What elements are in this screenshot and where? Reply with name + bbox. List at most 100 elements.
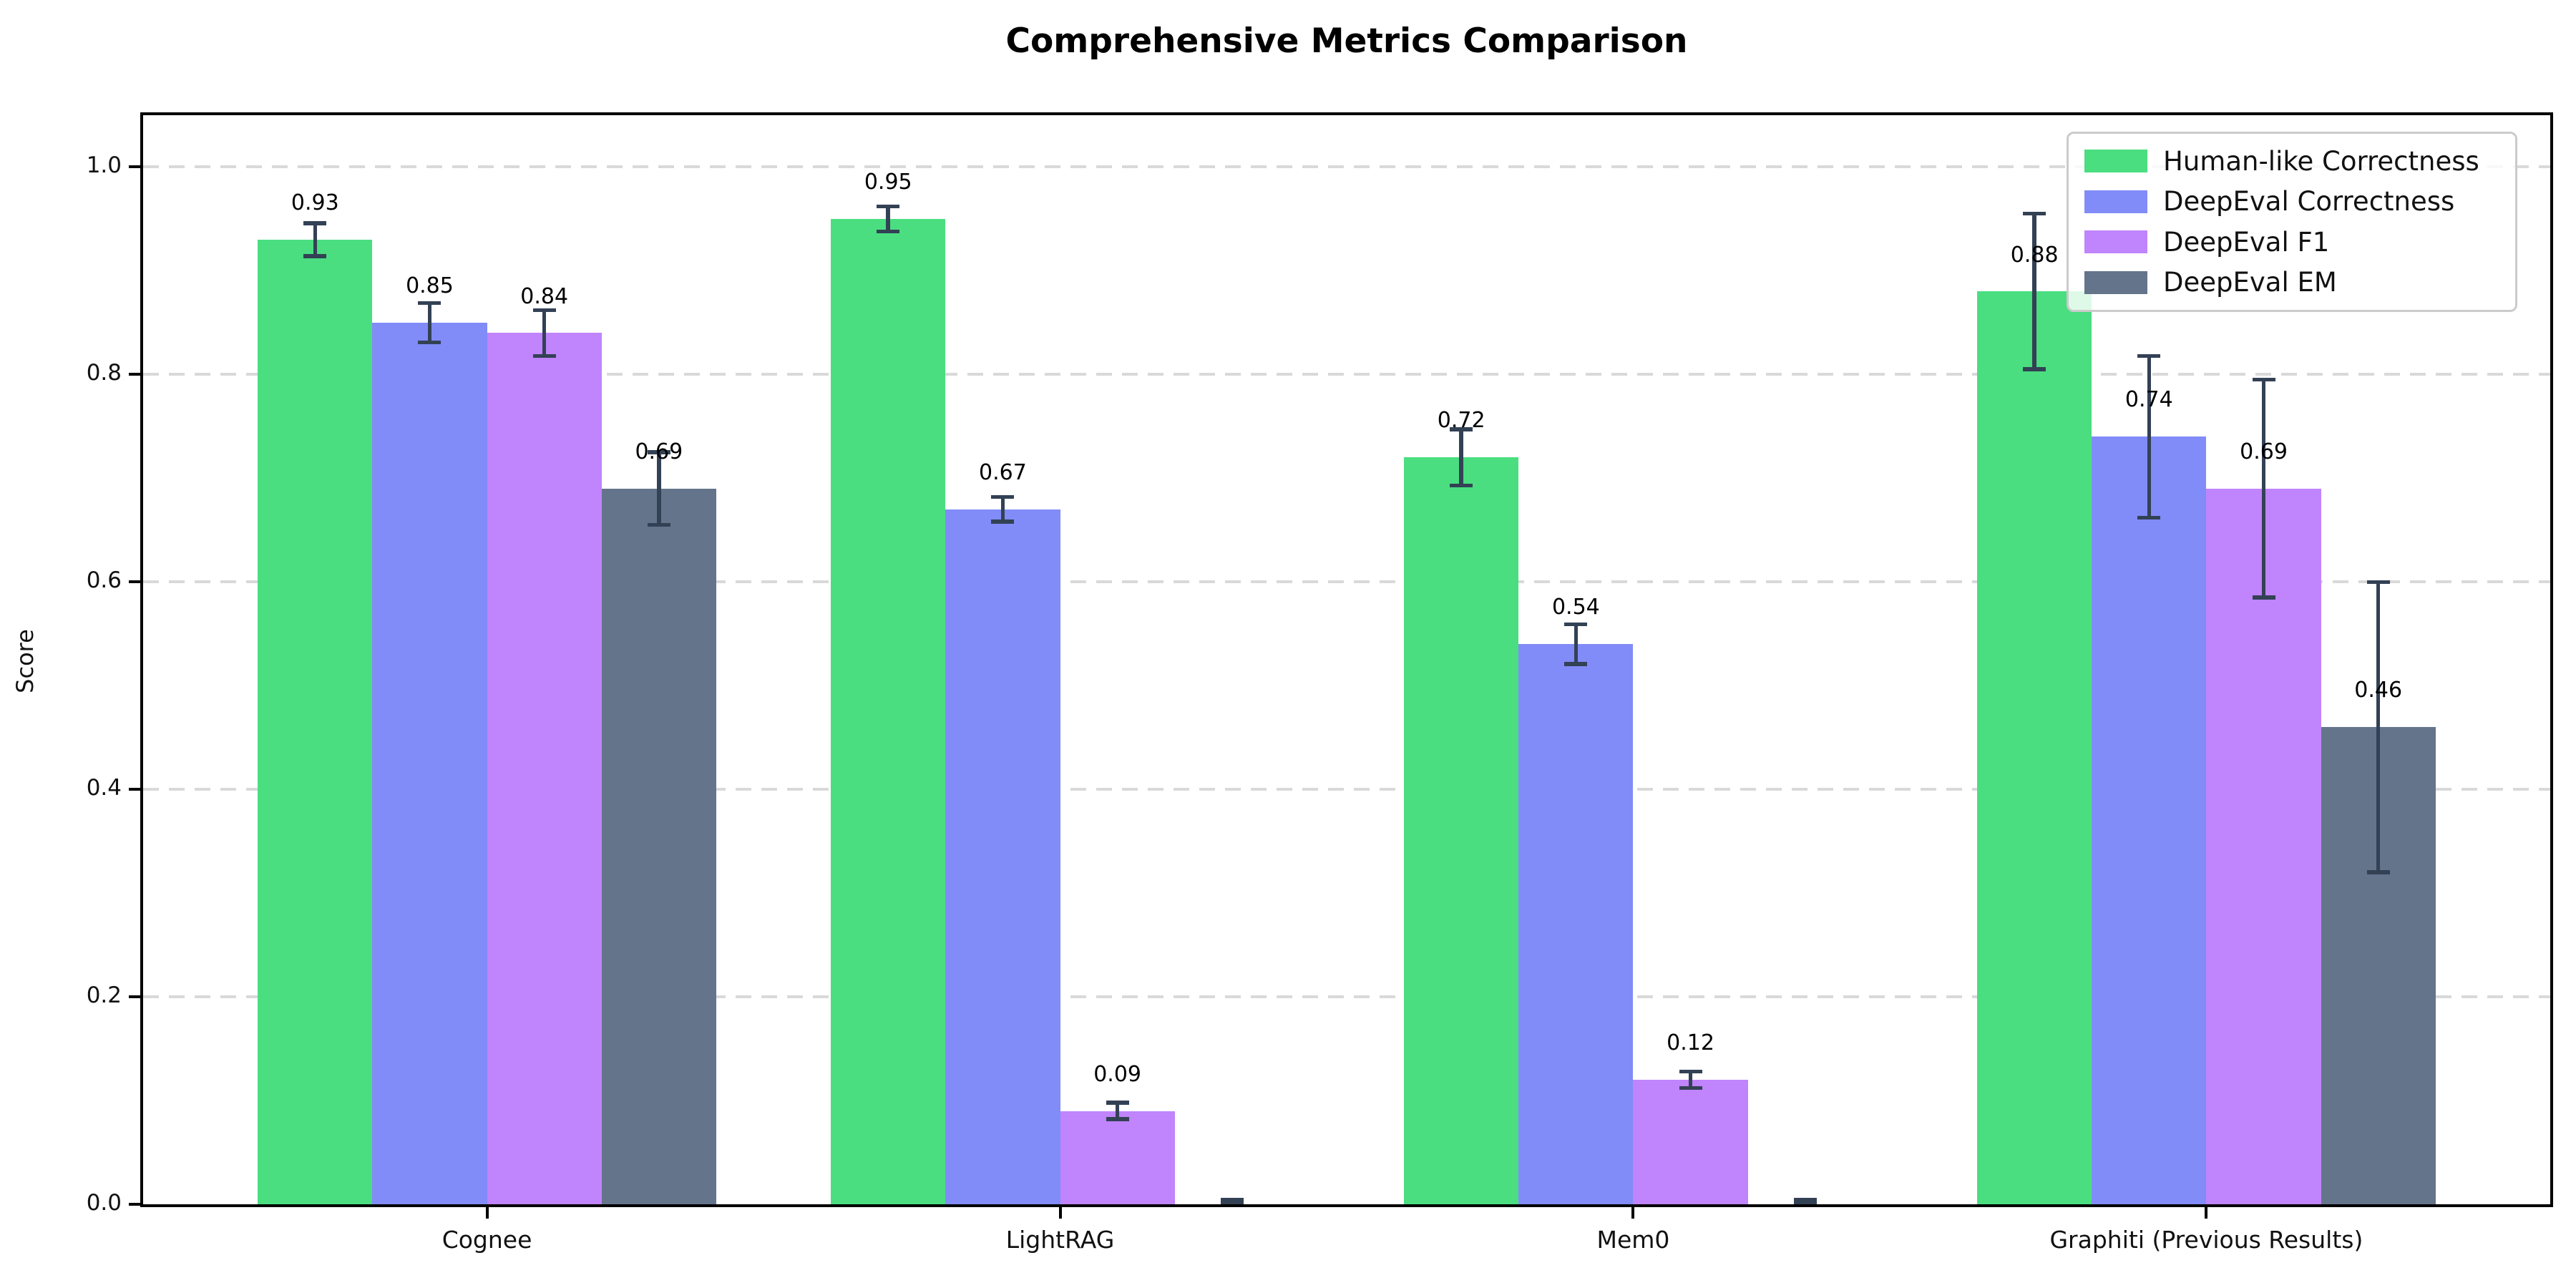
bar-graphiti-previous-results- (2206, 488, 2321, 1204)
legend-item-label: DeepEval EM (2163, 267, 2337, 298)
error-bar-line (2032, 213, 2036, 370)
error-bar-cap (1106, 1117, 1129, 1121)
error-bar-cap (647, 450, 670, 454)
y-tick-label: 0.4 (86, 775, 122, 801)
bar-lightrag (945, 509, 1060, 1204)
bar-graphiti-previous-results- (2092, 436, 2207, 1204)
x-tick (2205, 1207, 2208, 1219)
error-bar-cap (1450, 483, 1473, 488)
x-tick-label: Cognee (441, 1226, 532, 1254)
legend-swatch (2084, 150, 2147, 173)
error-bar-cap (2023, 367, 2046, 371)
bar-value-label: 0.46 (2354, 678, 2403, 703)
bar-value-label: 0.12 (1667, 1030, 1714, 1056)
gridline (143, 788, 2550, 791)
legend-item-label: DeepEval F1 (2163, 226, 2330, 258)
legend-swatch (2084, 230, 2147, 254)
y-axis-label: Score (11, 629, 39, 693)
bar-lightrag (1060, 1111, 1175, 1204)
bar-graphiti-previous-results- (1977, 291, 2092, 1204)
bar-cognee (487, 333, 602, 1204)
error-bar-line (657, 452, 661, 525)
error-bar-line (1000, 497, 1005, 522)
y-tick-label: 0.6 (86, 567, 122, 594)
error-bar-cap (1793, 1198, 1817, 1202)
bar-value-label: 0.95 (864, 170, 912, 195)
legend-item: DeepEval EM (2084, 267, 2499, 298)
bar-cognee (601, 488, 716, 1204)
x-tick (485, 1207, 489, 1219)
error-bar-cap (1679, 1069, 1702, 1074)
error-bar-cap (1106, 1101, 1129, 1105)
bar-value-label: 0.69 (635, 439, 683, 464)
bar-cognee (372, 322, 487, 1204)
y-tick (129, 788, 140, 791)
bar-value-label: 0.72 (1437, 408, 1485, 434)
error-bar-cap (877, 204, 900, 209)
legend: Human-like Correctness DeepEval Correctne… (2067, 132, 2517, 312)
y-tick-label: 1.0 (86, 152, 122, 179)
chart-title: Comprehensive Metrics Comparison (1005, 21, 1688, 61)
bar-cognee (258, 239, 373, 1204)
error-bar-line (542, 310, 547, 356)
y-tick-label: 0.0 (86, 1190, 122, 1216)
bar-value-label: 0.09 (1093, 1061, 1141, 1087)
error-bar-line (2376, 582, 2381, 873)
error-bar-line (427, 303, 432, 343)
error-bar-cap (303, 221, 327, 225)
legend-swatch (2084, 270, 2147, 294)
y-tick-label: 0.2 (86, 982, 122, 1009)
error-bar-line (1115, 1102, 1120, 1120)
error-bar-cap (991, 494, 1015, 499)
error-bar-cap (1450, 427, 1473, 431)
error-bar-cap (532, 353, 556, 358)
gridline (143, 165, 2550, 169)
bar-lightrag (831, 218, 946, 1204)
error-bar-line (1688, 1071, 1693, 1088)
y-tick (129, 995, 140, 999)
bar-mem0 (1633, 1080, 1748, 1204)
error-bar-cap (2366, 580, 2390, 585)
error-bar-line (313, 223, 318, 257)
legend-swatch (2084, 190, 2147, 213)
error-bar-line (2147, 356, 2152, 518)
gridline (143, 580, 2550, 584)
error-bar-cap (532, 308, 556, 313)
error-bar-cap (2366, 870, 2390, 874)
error-bar-cap (2137, 353, 2161, 358)
error-bar-cap (991, 519, 1015, 524)
error-bar-cap (1679, 1085, 1702, 1091)
error-bar-cap (1564, 622, 1588, 627)
legend-item-label: Human-like Correctness (2163, 145, 2479, 177)
bar-value-label: 0.85 (406, 273, 454, 298)
error-bar-cap (1220, 1200, 1244, 1204)
y-tick (129, 373, 140, 376)
legend-item: DeepEval F1 (2084, 227, 2499, 258)
x-tick-label: Graphiti (Previous Results) (2049, 1226, 2363, 1254)
bar-mem0 (1518, 644, 1634, 1204)
bar-value-label: 0.93 (291, 190, 339, 216)
gridline (143, 995, 2550, 999)
error-bar-cap (2023, 211, 2046, 216)
y-tick-label: 0.8 (86, 360, 122, 386)
error-bar-cap (2137, 515, 2161, 520)
error-bar-cap (1564, 662, 1588, 666)
legend-item: Human-like Correctness (2084, 146, 2499, 177)
error-bar-cap (1220, 1198, 1244, 1202)
error-bar-line (1459, 429, 1463, 486)
error-bar-cap (418, 340, 441, 345)
error-bar-cap (303, 254, 327, 258)
gridline (143, 373, 2550, 376)
error-bar-line (886, 206, 890, 232)
y-tick (129, 165, 140, 169)
error-bar-cap (877, 229, 900, 234)
error-bar-cap (418, 301, 441, 306)
bar-value-label: 0.84 (520, 283, 569, 309)
bar-value-label: 0.88 (2010, 242, 2059, 268)
bar-value-label: 0.74 (2124, 387, 2173, 413)
y-tick (129, 580, 140, 584)
y-tick (129, 1203, 140, 1206)
error-bar-line (2261, 379, 2266, 598)
x-tick (1631, 1207, 1635, 1219)
